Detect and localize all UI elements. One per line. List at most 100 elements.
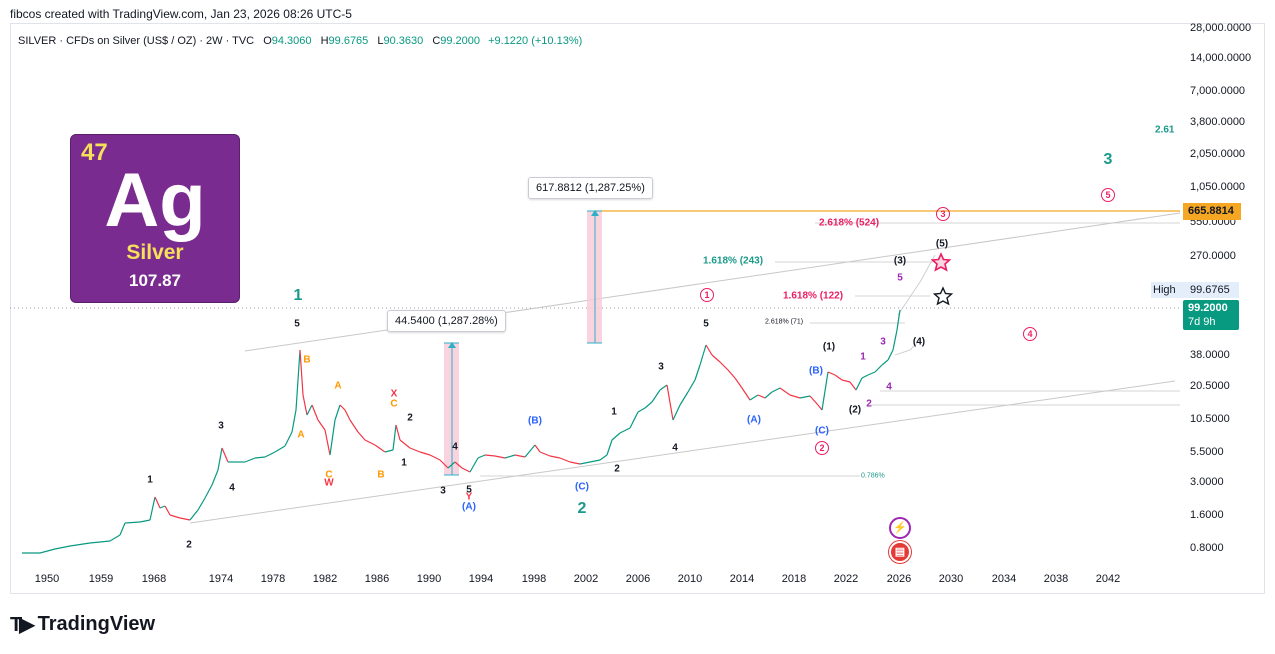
lower-channel-line[interactable] <box>189 380 1176 524</box>
wave-label: 1 <box>147 474 153 486</box>
price-segment <box>334 404 341 421</box>
price-tick-label: 28,000.0000 <box>1190 22 1252 34</box>
price-segment <box>395 424 401 441</box>
measure-callout-1[interactable]: 617.8812 (1,287.25%) <box>528 177 653 199</box>
price-segment <box>881 359 889 366</box>
wave-label: 2 <box>407 412 413 424</box>
ohlc-high-value: 99.6765 <box>328 35 369 47</box>
price-segment <box>637 407 646 413</box>
price-segment <box>197 497 206 511</box>
price-segment <box>867 371 876 376</box>
measure-callout-2[interactable]: 44.5400 (1,287.28%) <box>387 310 506 332</box>
price-segment <box>221 447 229 463</box>
time-tick-label: 1959 <box>88 573 114 585</box>
price-segment <box>855 377 863 391</box>
time-tick-label: 2006 <box>625 573 651 585</box>
wave-label: Y <box>465 491 473 503</box>
wave-label: 3 <box>440 485 446 497</box>
projection-line-2 <box>894 339 921 356</box>
price-segment <box>524 444 536 458</box>
price-segment <box>419 451 431 456</box>
last-price-value: 99.2000 <box>1188 302 1228 314</box>
price-segment <box>549 455 561 459</box>
price-segment <box>672 404 681 421</box>
price-tick-label: 3.0000 <box>1190 476 1224 488</box>
price-segment <box>409 447 421 453</box>
wave-label: 5 <box>294 318 300 330</box>
time-tick-label: 2022 <box>833 573 859 585</box>
ohlc-close-value: 99.2000 <box>440 35 481 47</box>
level-value-tag[interactable]: 665.8814 <box>1183 203 1241 220</box>
price-tick-label: 5.5000 <box>1190 446 1224 458</box>
ohlc-open-value: 94.3060 <box>271 35 312 47</box>
price-segment <box>514 454 526 458</box>
price-segment <box>569 461 581 465</box>
price-tick-label: 10.5000 <box>1190 413 1230 425</box>
price-segment <box>841 379 851 383</box>
price-segment <box>169 514 181 519</box>
time-tick-label: 2026 <box>886 573 912 585</box>
price-tick-label: 38.0000 <box>1190 349 1230 361</box>
last-price-tag: 99.2000 7d 9h <box>1183 300 1239 330</box>
price-segment <box>447 461 456 469</box>
price-segment <box>606 439 613 456</box>
price-segment <box>834 374 843 381</box>
time-tick-label: 1998 <box>521 573 547 585</box>
target-star-black-icon[interactable] <box>932 286 954 306</box>
price-segment <box>666 384 674 421</box>
price-segment <box>244 457 256 463</box>
price-segment <box>734 377 743 389</box>
price-segment <box>291 409 297 433</box>
wave-label: B <box>377 469 385 481</box>
wave-label: (5) <box>935 238 949 250</box>
price-segment <box>302 394 308 416</box>
price-segment <box>504 454 516 459</box>
price-segment <box>771 387 781 393</box>
wave-circle-label: 3 <box>936 207 950 221</box>
tradingview-logo[interactable]: T▶ TradingView <box>10 612 155 637</box>
time-tick-label: 1994 <box>468 573 494 585</box>
wave-label: 5 <box>703 318 709 330</box>
price-segment <box>741 387 751 401</box>
price-segment <box>469 457 479 473</box>
wave-label: 3 <box>218 420 224 432</box>
price-segment <box>204 484 213 499</box>
wave-label-primary-3: 3 <box>1103 151 1113 168</box>
price-segment <box>727 369 736 379</box>
price-segment <box>651 389 661 403</box>
price-tick-label: 1.6000 <box>1190 509 1224 521</box>
symbol-title[interactable]: SILVER · CFDs on Silver (US$ / OZ) · 2W … <box>18 35 255 47</box>
wave-label: 4 <box>452 441 458 453</box>
fib-label-edge: 2.61 <box>1155 124 1175 136</box>
price-segment <box>89 540 111 544</box>
price-segment <box>159 505 166 509</box>
fib-label-122: 1.618% (122) <box>783 290 844 302</box>
price-segment <box>119 522 126 536</box>
price-segment <box>705 344 713 356</box>
price-segment <box>189 509 199 521</box>
us-flag-event-icon[interactable]: ▤ <box>889 541 911 563</box>
wave-label: 1 <box>401 457 407 469</box>
wave-label: 4 <box>886 381 892 393</box>
lightning-event-icon[interactable]: ⚡ <box>889 517 911 539</box>
wave-label-primary-2: 2 <box>577 500 587 517</box>
price-series[interactable] <box>22 309 901 554</box>
chart-attribution: fibcos created with TradingView.com, Jan… <box>10 7 352 21</box>
fib-label-0786: 0.786% <box>861 472 885 480</box>
measure-arrowhead-1 <box>591 210 599 216</box>
price-segment <box>211 469 219 486</box>
wave-circle-label: 4 <box>1023 327 1037 341</box>
price-segment <box>861 374 869 379</box>
price-tick-label: 7,000.0000 <box>1190 85 1246 97</box>
target-star-magenta-icon[interactable] <box>930 252 952 272</box>
price-segment <box>306 404 313 416</box>
price-segment <box>589 459 601 463</box>
time-tick-label: 1968 <box>141 573 167 585</box>
price-segment <box>164 505 171 516</box>
price-segment <box>679 391 689 406</box>
price-tick-label: 20.5000 <box>1190 380 1230 392</box>
upper-channel-line[interactable] <box>244 212 1181 352</box>
wave-label: A <box>297 429 305 441</box>
price-segment <box>254 456 266 459</box>
